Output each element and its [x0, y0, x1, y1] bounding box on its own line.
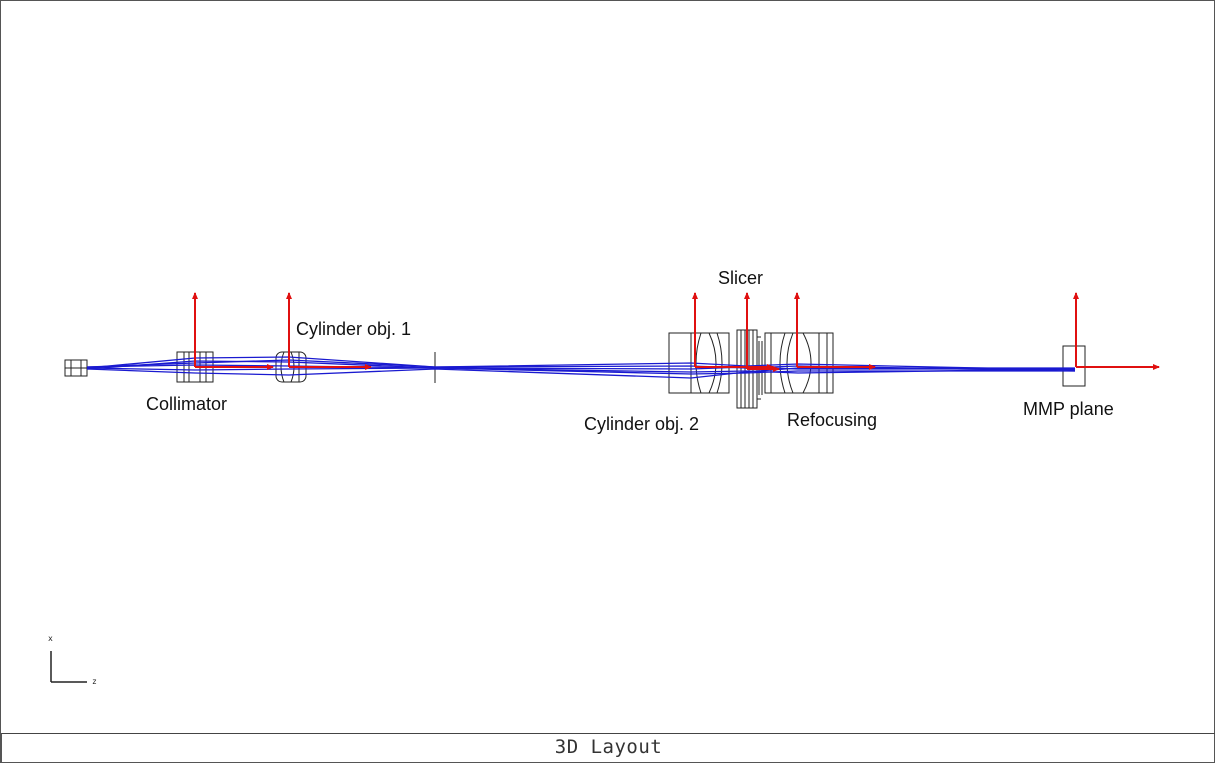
axis-label-x: x — [48, 634, 53, 643]
optical-layout-diagram: Collimator Cylinder obj. 1 Slicer Cylind… — [48, 268, 1160, 686]
label-collimator: Collimator — [146, 394, 227, 414]
source-element — [64, 359, 88, 377]
axis-indicator: x z — [48, 634, 97, 686]
layout-title: 3D Layout — [554, 736, 663, 758]
label-mmp-plane: MMP plane — [1023, 399, 1114, 419]
layout-title-bar: 3D Layout — [1, 733, 1215, 763]
label-cylinder-obj-1: Cylinder obj. 1 — [296, 319, 411, 339]
ray-bundle — [86, 356, 1076, 379]
label-cylinder-obj-2: Cylinder obj. 2 — [584, 414, 699, 434]
label-slicer: Slicer — [718, 268, 763, 288]
coordinate-frames — [192, 292, 1160, 372]
label-refocusing: Refocusing — [787, 410, 877, 430]
refocusing-lens — [764, 332, 834, 394]
axis-label-z: z — [92, 677, 97, 686]
